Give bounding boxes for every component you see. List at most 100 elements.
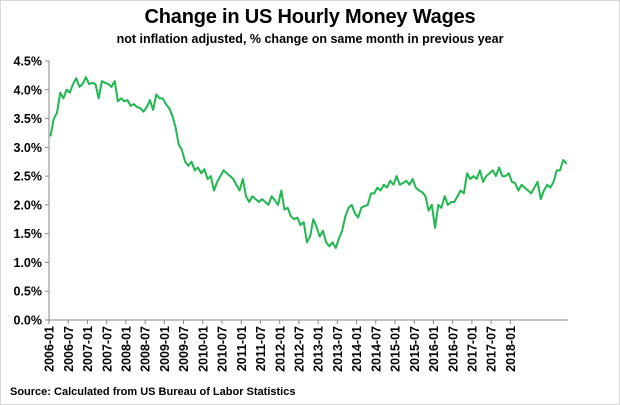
data-point	[209, 175, 212, 177]
data-point	[72, 83, 74, 85]
data-point	[315, 225, 318, 228]
data-point	[267, 204, 270, 206]
data-point	[392, 183, 395, 186]
series-line	[49, 76, 568, 250]
data-point	[399, 183, 401, 186]
data-point	[469, 178, 472, 180]
data-point	[245, 195, 247, 198]
data-point	[370, 192, 372, 195]
x-tick-label: 2017-07	[485, 326, 499, 372]
data-point	[472, 175, 475, 177]
y-tick-label: 0.0%	[14, 314, 43, 328]
data-point	[88, 83, 90, 85]
data-point	[149, 99, 151, 101]
x-tick-label: 2018-01	[504, 326, 518, 372]
x-tick-label: 2012-07	[292, 326, 306, 372]
data-point	[546, 183, 548, 186]
data-point	[75, 77, 78, 80]
y-tick-label: 3.5%	[14, 112, 43, 126]
data-point	[290, 215, 292, 218]
data-point	[235, 183, 238, 186]
data-point	[325, 241, 327, 244]
x-tick-label: 2010-01	[196, 326, 210, 372]
data-point	[251, 195, 254, 198]
data-point	[258, 201, 260, 203]
data-point	[562, 159, 564, 161]
data-point	[350, 204, 353, 206]
data-point	[322, 229, 324, 232]
data-point	[165, 103, 167, 105]
data-point	[158, 97, 161, 100]
data-point	[555, 169, 558, 172]
data-point	[344, 215, 347, 218]
y-tick-label: 1.5%	[14, 227, 43, 241]
x-tick-label: 2014-07	[369, 326, 383, 372]
series-group	[49, 76, 568, 250]
data-point	[152, 109, 154, 111]
data-point	[382, 183, 385, 186]
data-point	[357, 216, 359, 219]
data-point	[136, 106, 138, 108]
data-point	[299, 224, 302, 226]
y-tick-label: 2.0%	[14, 198, 43, 212]
data-point	[434, 227, 436, 229]
x-tick-label: 2009-01	[158, 326, 172, 372]
x-tick-label: 2014-01	[350, 326, 364, 372]
data-point	[427, 209, 430, 212]
data-point	[511, 181, 513, 183]
x-tick-label: 2011-01	[235, 326, 249, 371]
data-point	[168, 107, 170, 109]
source-note: Source: Calculated from US Bureau of Lab…	[10, 386, 296, 398]
data-point	[539, 198, 542, 200]
data-point	[65, 88, 68, 91]
data-point	[437, 204, 440, 206]
data-point	[523, 186, 526, 189]
x-tick-label: 2007-01	[81, 326, 95, 372]
data-point	[274, 199, 276, 202]
x-tick-label: 2015-01	[389, 326, 403, 372]
data-point	[216, 181, 218, 183]
data-point	[517, 189, 520, 192]
data-point	[312, 218, 315, 221]
x-tick-label: 2013-01	[312, 326, 326, 372]
data-point	[338, 237, 340, 240]
chart-title: Change in US Hourly Money Wages	[144, 6, 476, 28]
x-tick-label: 2010-07	[216, 326, 230, 372]
data-point	[549, 186, 552, 189]
data-point	[184, 160, 186, 163]
data-point	[97, 97, 100, 100]
y-tick-label: 4.5%	[14, 55, 43, 69]
data-point	[360, 206, 363, 209]
data-point	[533, 186, 536, 189]
data-point	[203, 168, 206, 171]
data-point	[229, 175, 231, 177]
data-point	[123, 100, 126, 103]
x-tick-label: 2016-07	[446, 326, 460, 372]
data-point	[402, 182, 404, 184]
y-tick-label: 4.0%	[14, 83, 43, 97]
data-point	[69, 91, 71, 94]
data-point	[456, 195, 459, 198]
data-point	[520, 183, 523, 186]
data-point	[421, 191, 424, 194]
data-point	[94, 83, 97, 85]
data-point	[187, 164, 190, 167]
data-point	[142, 110, 145, 113]
data-point	[418, 189, 420, 192]
x-tick-label: 2006-07	[62, 326, 76, 372]
data-point	[408, 183, 411, 186]
data-point	[347, 206, 350, 209]
data-point	[318, 235, 321, 238]
data-point	[248, 201, 251, 203]
data-point	[405, 179, 408, 182]
chart-subtitle: not inflation adjusted, % change on same…	[116, 32, 504, 46]
data-point	[197, 166, 199, 169]
x-tick-label: 2017-01	[465, 326, 479, 372]
data-point	[459, 189, 462, 192]
x-axis-ticks: 2006-01 2006-07 2007-01 2007-07 2008-01 2008-…	[43, 320, 518, 372]
data-point	[104, 82, 106, 84]
data-point	[328, 245, 331, 248]
data-point	[56, 112, 58, 114]
data-point	[424, 195, 427, 198]
